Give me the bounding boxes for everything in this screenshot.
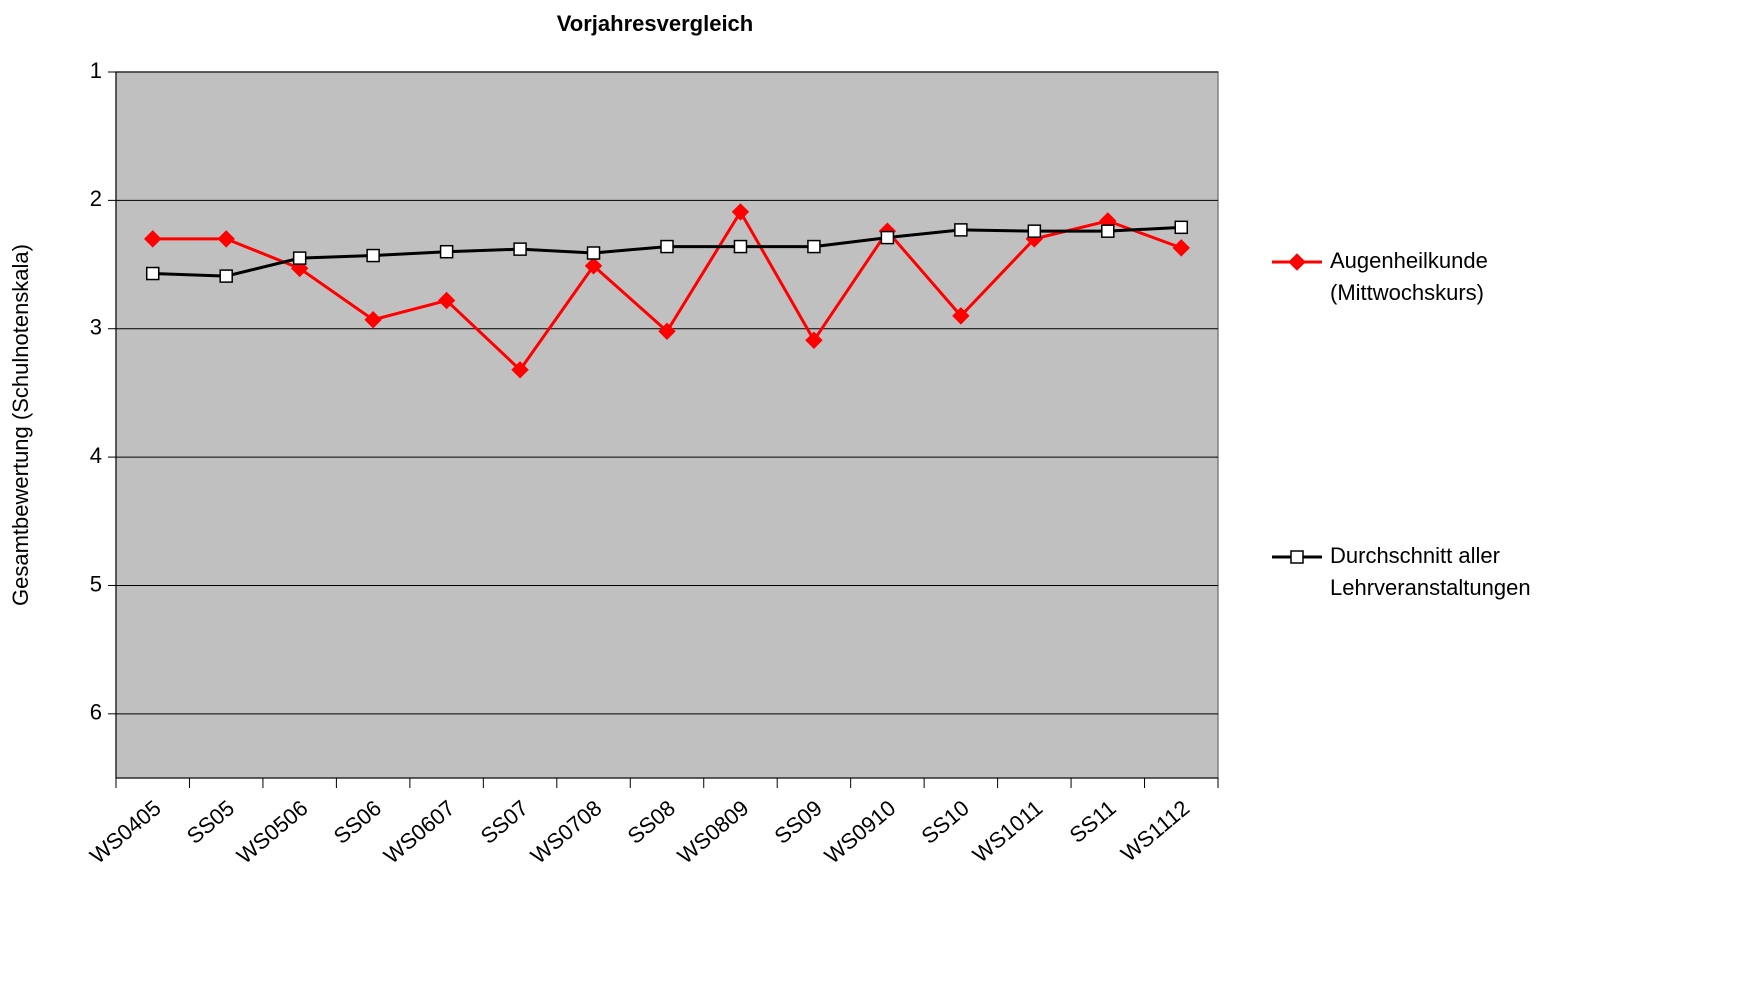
data-point <box>1101 224 1115 238</box>
y-tick-label: 3 <box>90 315 102 340</box>
x-tick-label: SS08 <box>623 795 680 849</box>
legend-marker <box>1288 253 1306 271</box>
data-point <box>584 257 603 275</box>
legend-label: Augenheilkunde (Mittwochskurs) <box>1330 248 1488 305</box>
y-tick-label: 1 <box>90 58 102 83</box>
x-tick-label: SS07 <box>476 795 533 849</box>
x-tick-label: WS1011 <box>968 795 1047 867</box>
y-tick-label: 5 <box>90 571 102 596</box>
data-point <box>439 244 454 259</box>
x-tick-label: WS0405 <box>85 795 166 868</box>
y-tick-label: 4 <box>90 443 102 468</box>
x-tick-label: SS05 <box>182 795 239 849</box>
data-point <box>290 259 309 278</box>
chart-title: Vorjahresvergleich <box>557 11 753 36</box>
x-tick-label: WS0506 <box>232 795 313 868</box>
data-point <box>437 291 456 310</box>
plot-area <box>115 71 1219 779</box>
data-point <box>952 307 970 325</box>
y-tick-label: 6 <box>90 700 102 725</box>
data-point <box>733 239 748 254</box>
data-point <box>366 248 380 263</box>
y-axis-label: Gesamtbewertung (Schulnotenskala) <box>8 244 33 606</box>
data-point <box>954 223 968 237</box>
data-point <box>145 266 160 281</box>
x-tick-label: WS0607 <box>379 795 460 868</box>
data-point <box>660 239 674 254</box>
data-point <box>1027 224 1042 238</box>
x-tick-label: SS10 <box>917 795 974 849</box>
x-tick-label: SS11 <box>1065 795 1121 848</box>
x-tick-label: WS1112 <box>1116 795 1194 866</box>
legend-label: Durchschnitt aller Lehrveranstaltungen <box>1330 543 1531 600</box>
x-tick-label: SS09 <box>770 795 827 849</box>
data-point <box>880 230 895 245</box>
x-tick-label: WS0910 <box>820 795 901 868</box>
data-point <box>511 361 529 379</box>
data-point <box>807 239 821 254</box>
data-point <box>586 246 601 260</box>
data-point <box>805 331 823 349</box>
data-point <box>144 230 162 248</box>
data-point <box>731 203 750 221</box>
data-point <box>513 242 527 256</box>
data-point <box>1174 220 1189 235</box>
data-point <box>292 251 307 265</box>
data-point <box>217 230 235 248</box>
data-point <box>219 269 233 283</box>
legend-marker <box>1290 550 1304 564</box>
y-tick-label: 2 <box>90 186 102 211</box>
x-tick-label: SS06 <box>329 795 386 849</box>
data-point <box>1172 239 1190 257</box>
data-point <box>658 322 676 341</box>
data-point <box>364 311 382 329</box>
x-tick-label: WS0708 <box>526 795 607 868</box>
x-tick-label: WS0809 <box>673 795 754 868</box>
